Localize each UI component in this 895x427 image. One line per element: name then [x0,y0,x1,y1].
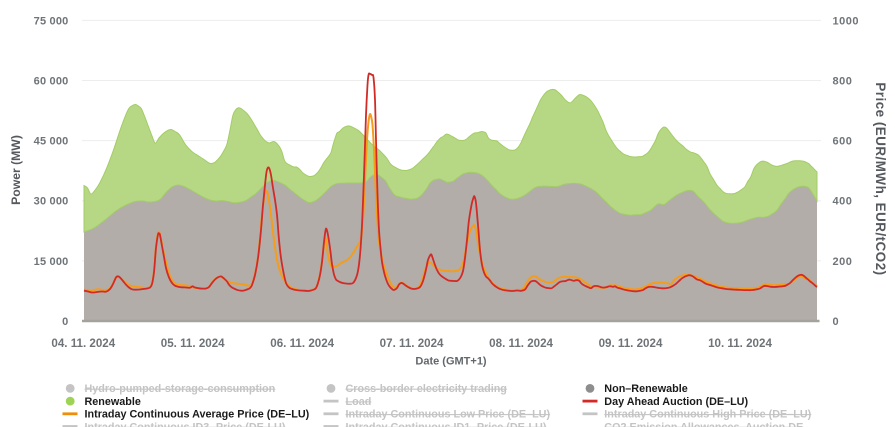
svg-text:Intraday Continuous ID3- Price: Intraday Continuous ID3- Price (DE-LU) [85,421,286,427]
svg-text:08. 11. 2024: 08. 11. 2024 [489,337,553,350]
svg-text:400: 400 [833,196,853,208]
svg-text:45 000: 45 000 [34,136,69,148]
svg-text:Day Ahead Auction (DE–LU): Day Ahead Auction (DE–LU) [604,396,748,408]
svg-text:CO2 Emission Allowances, Aucti: CO2 Emission Allowances, Auction DE [604,421,803,427]
svg-text:Load: Load [346,396,372,408]
svg-text:Intraday Continuous Low Price: Intraday Continuous Low Price (DE–LU) [346,409,551,421]
svg-text:Date (GMT+1): Date (GMT+1) [415,356,487,368]
svg-text:Hydro-pumped-storage-consumpti: Hydro-pumped-storage-consumption [85,383,276,395]
svg-text:09. 11. 2024: 09. 11. 2024 [599,337,663,350]
svg-text:10. 11. 2024: 10. 11. 2024 [708,337,772,350]
svg-text:Power (MW): Power (MW) [9,135,23,205]
svg-text:05. 11. 2024: 05. 11. 2024 [161,337,225,350]
svg-text:Non–Renewable: Non–Renewable [604,383,687,395]
svg-text:Intraday Continuous High Price: Intraday Continuous High Price (DE–LU) [604,409,811,421]
svg-text:06. 11. 2024: 06. 11. 2024 [270,337,334,350]
svg-text:60 000: 60 000 [34,76,69,88]
svg-text:30 000: 30 000 [34,196,69,208]
svg-text:200: 200 [833,256,853,268]
svg-text:Cross-border electricity tradi: Cross-border electricity trading [346,383,507,395]
svg-text:07. 11. 2024: 07. 11. 2024 [380,337,444,350]
svg-text:0: 0 [833,316,840,328]
svg-text:0: 0 [62,316,68,328]
svg-text:Price (EUR/MWh, EUR/tCO2): Price (EUR/MWh, EUR/tCO2) [873,82,888,275]
svg-text:75 000: 75 000 [34,15,69,27]
svg-text:Intraday Continuous ID1- Price: Intraday Continuous ID1- Price (DE-LU) [346,421,547,427]
svg-text:15 000: 15 000 [34,256,69,268]
svg-text:Renewable: Renewable [85,396,141,408]
svg-text:Intraday Continuous Average Pr: Intraday Continuous Average Price (DE–LU… [85,409,310,421]
svg-text:1000: 1000 [833,15,859,27]
svg-text:04. 11. 2024: 04. 11. 2024 [51,337,115,350]
svg-text:600: 600 [833,136,853,148]
svg-text:800: 800 [833,76,853,88]
